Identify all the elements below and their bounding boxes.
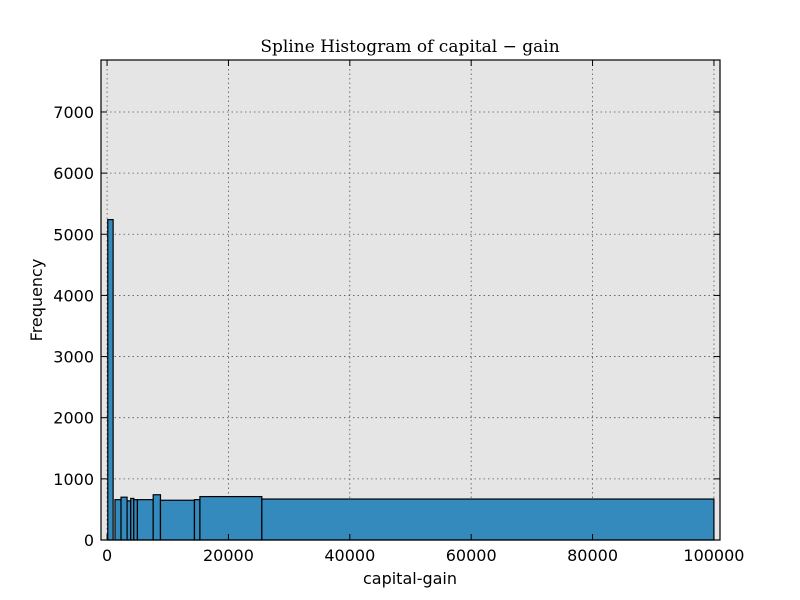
y-tick-label: 5000 [53, 225, 94, 244]
histogram-bar-9 [193, 499, 201, 541]
histogram-bar-1 [114, 499, 122, 541]
histogram-bar-6 [136, 499, 154, 541]
y-axis-label: Frequency [27, 259, 46, 342]
bars [107, 218, 715, 541]
y-tick-label: 2000 [53, 409, 94, 428]
y-axis-ticks: 0 1000 2000 3000 4000 5000 6000 7000 [53, 103, 720, 550]
y-tick-label: 3000 [53, 348, 94, 367]
histogram-bar-8 [159, 499, 196, 541]
chart-title: Spline Histogram of capital − gain [260, 37, 559, 57]
y-tick-label: 7000 [53, 103, 94, 122]
x-tick-label: 0 [102, 546, 112, 565]
x-tick-label: 100000 [683, 546, 744, 565]
histogram-bar-11 [261, 498, 715, 541]
y-tick-label: 4000 [53, 286, 94, 305]
plot-area [101, 60, 720, 540]
x-tick-label: 20000 [203, 546, 254, 565]
plot-frame [100, 59, 721, 541]
y-tick-label: 1000 [53, 470, 94, 489]
histogram-bar-7 [152, 494, 162, 541]
x-tick-label: 40000 [324, 546, 375, 565]
x-axis-label: capital-gain [363, 569, 457, 588]
x-tick-label: 60000 [446, 546, 497, 565]
y-tick-label: 0 [84, 531, 94, 550]
grid-lines [101, 60, 720, 541]
histogram-bar-10 [199, 495, 263, 541]
histogram-bar-2 [120, 496, 128, 541]
histogram-bar-0 [107, 218, 114, 541]
x-axis-ticks: 0 20000 40000 60000 80000 100000 [102, 60, 744, 565]
x-tick-label: 80000 [567, 546, 618, 565]
y-tick-label: 6000 [53, 164, 94, 183]
